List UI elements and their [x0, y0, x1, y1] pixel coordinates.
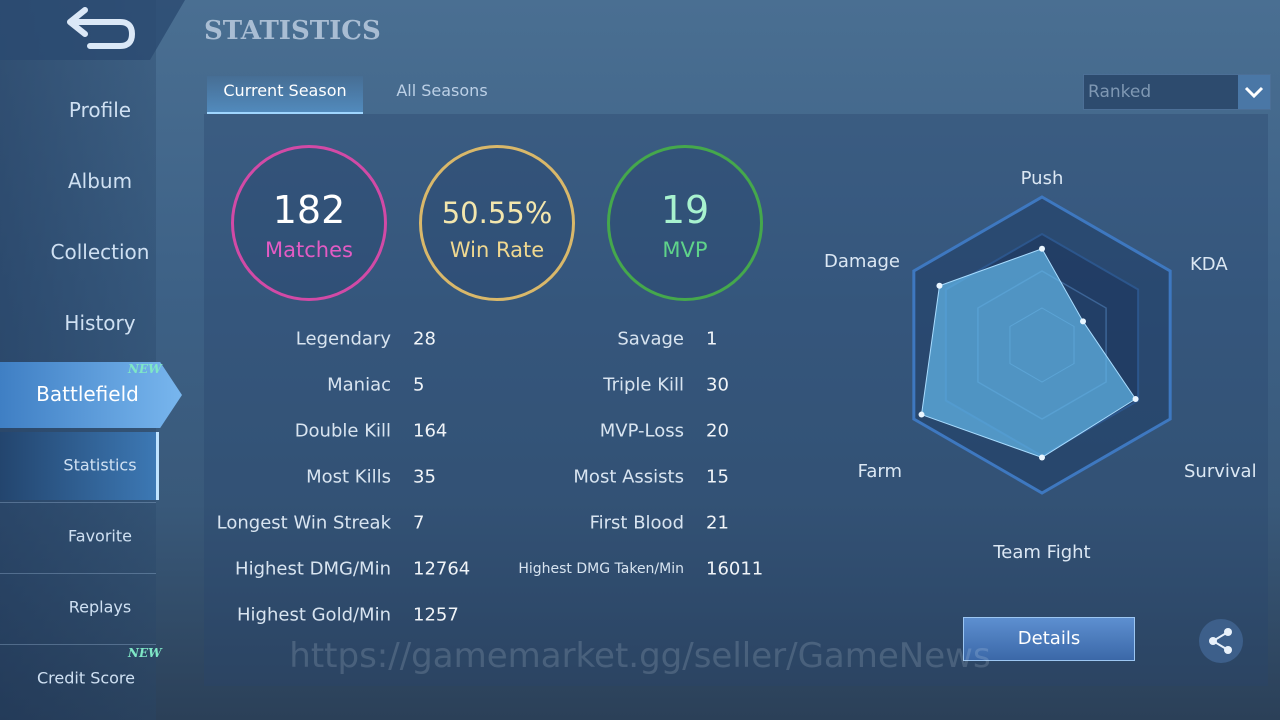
stat-value: 21	[706, 512, 729, 534]
summary-circle: 182 Matches	[231, 145, 387, 301]
sidebar	[0, 0, 156, 720]
new-badge: NEW	[128, 362, 162, 376]
stat-label: Most Kills	[306, 466, 391, 488]
radar-axis-label: Farm	[858, 461, 902, 482]
sidebar-item[interactable]: Profile	[68, 98, 132, 122]
summary-circle: 50.55% Win Rate	[419, 145, 575, 301]
sidebar-item[interactable]: Album	[67, 169, 133, 193]
stat-value: 30	[706, 374, 729, 396]
page-title: STATISTICS	[204, 16, 381, 46]
stat-label: Highest DMG Taken/Min	[518, 561, 684, 577]
radar-point	[1039, 454, 1045, 461]
stat-label: Savage	[617, 328, 684, 350]
tab[interactable]: All Seasons	[396, 81, 488, 100]
sidebar-item[interactable]: Replays	[68, 597, 132, 617]
stat-value: 28	[413, 328, 436, 350]
stat-value: 7	[413, 512, 425, 534]
sidebar-item[interactable]: Credit Score	[36, 668, 135, 688]
sidebar-item[interactable]: Favorite	[68, 526, 132, 546]
stat-label: Double Kill	[294, 420, 391, 442]
dropdown-arrow	[1238, 75, 1270, 109]
radar-axis-label: Team Fight	[992, 542, 1090, 563]
tab-active[interactable]	[207, 76, 363, 114]
tab[interactable]: Current Season	[223, 81, 347, 100]
summary-circle: 19 MVP	[607, 145, 763, 301]
dropdown-value: Ranked	[1088, 82, 1152, 102]
summary-value: 19	[660, 188, 710, 232]
stat-value: 15	[706, 466, 729, 488]
radar-point	[918, 411, 925, 418]
stat-label: Most Assists	[573, 466, 684, 488]
radar-axis-label: Survival	[1184, 461, 1257, 482]
radar-point	[1132, 396, 1139, 403]
radar-point	[1039, 245, 1045, 252]
stat-label: Longest Win Streak	[216, 512, 391, 534]
dropdown[interactable]: Ranked	[1083, 74, 1271, 110]
summary-value: 182	[272, 188, 346, 232]
radar-axis-label: KDA	[1190, 254, 1228, 275]
summary-label: Win Rate	[449, 238, 545, 262]
radar-axis-label: Damage	[824, 251, 900, 272]
stat-label: Triple Kill	[603, 374, 684, 396]
divider	[0, 573, 156, 574]
stat-label: Highest DMG/Min	[235, 558, 391, 580]
radar-point	[936, 282, 943, 289]
sidebar-item[interactable]: History	[64, 311, 136, 335]
share-button[interactable]	[1198, 618, 1244, 664]
stat-value: 1	[706, 328, 718, 350]
stat-value: 164	[413, 420, 448, 442]
sub-active	[0, 432, 159, 500]
sidebar-item[interactable]: Battlefield	[36, 382, 139, 406]
divider	[0, 644, 156, 645]
stat-value: 1257	[413, 604, 459, 626]
watermark: https://gamemarket.gg/seller/GameNews	[289, 636, 991, 676]
active-item	[0, 362, 182, 428]
sidebar-item[interactable]: Collection	[50, 240, 150, 264]
details-button[interactable]: Details	[963, 617, 1135, 661]
sidebar-item[interactable]: Statistics	[63, 455, 137, 475]
stat-label: Maniac	[327, 374, 391, 396]
radar-axis-label: Push	[1021, 168, 1064, 189]
radar-chart: Push KDA Survival Team Fight Farm Damage	[824, 168, 1257, 563]
stat-label: Legendary	[295, 328, 391, 350]
stat-value: 16011	[706, 558, 764, 580]
stat-label: First Blood	[589, 512, 684, 534]
summary-label: MVP	[662, 238, 708, 262]
stat-value: 5	[413, 374, 425, 396]
stat-value: 12764	[413, 558, 471, 580]
summary-value: 50.55%	[441, 196, 553, 230]
stat-value: 35	[413, 466, 436, 488]
new-badge: NEW	[128, 646, 162, 660]
back-button[interactable]	[0, 0, 190, 62]
radar-point	[1080, 318, 1087, 325]
divider	[0, 502, 156, 503]
stat-label: Highest Gold/Min	[237, 604, 391, 626]
stat-label: MVP-Loss	[599, 420, 684, 442]
summary-label: Matches	[265, 238, 353, 262]
stat-value: 20	[706, 420, 729, 442]
